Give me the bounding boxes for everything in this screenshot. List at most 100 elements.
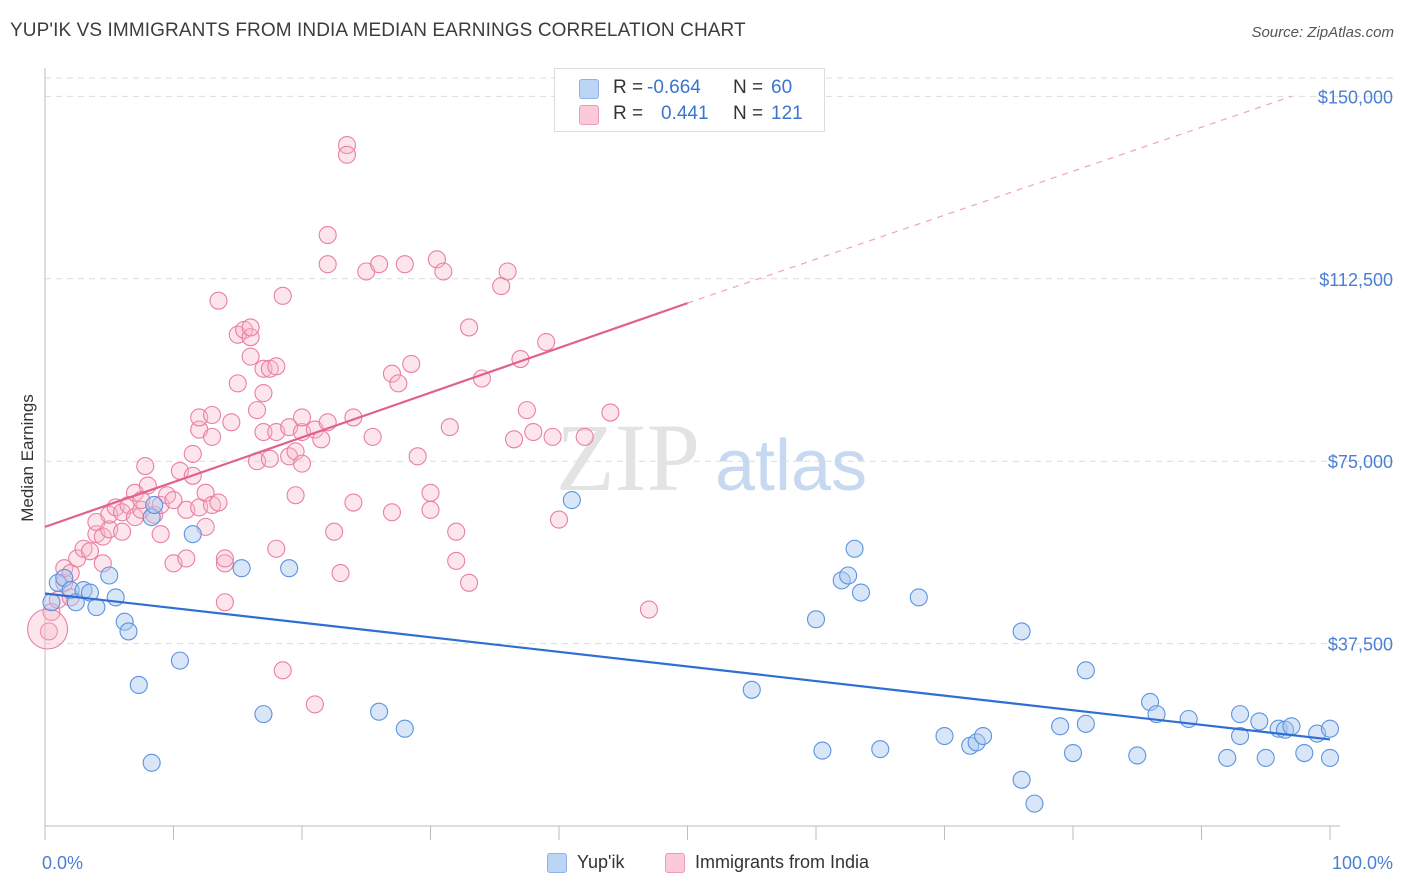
india-point bbox=[254, 422, 273, 442]
india-point bbox=[421, 500, 440, 519]
bottom-legend-swatch-yupik bbox=[547, 853, 567, 873]
yupik-point bbox=[909, 588, 928, 607]
india-point bbox=[241, 318, 260, 337]
yupik-point bbox=[806, 610, 826, 629]
india-point bbox=[247, 401, 267, 420]
india-point bbox=[524, 422, 543, 442]
yupik-point bbox=[42, 593, 61, 612]
india-point bbox=[209, 291, 228, 310]
india-point bbox=[325, 522, 344, 541]
chart-title: YUP'IK VS IMMIGRANTS FROM INDIA MEDIAN E… bbox=[10, 20, 746, 41]
india-point bbox=[93, 527, 112, 546]
india-point bbox=[447, 522, 466, 541]
india-point bbox=[549, 510, 569, 529]
y-axis-label: Median Earnings bbox=[18, 394, 37, 522]
yupik-point bbox=[1025, 794, 1044, 813]
yupik-point bbox=[562, 491, 581, 510]
yupik-point bbox=[1076, 661, 1095, 680]
legend-r-value: -0.664 bbox=[647, 77, 701, 98]
yupik-point bbox=[1012, 770, 1031, 789]
india-point bbox=[151, 525, 170, 544]
india-trend-line bbox=[44, 302, 688, 528]
legend-r-value: 0.441 bbox=[661, 103, 709, 124]
yupik-trend-line bbox=[44, 592, 1331, 741]
yupik-point bbox=[973, 726, 993, 746]
india-point bbox=[447, 551, 466, 570]
yupik-points bbox=[42, 491, 1340, 813]
yupik-point bbox=[1282, 717, 1301, 736]
india-point bbox=[215, 554, 234, 573]
legend-n-value: 121 bbox=[771, 103, 803, 124]
yupik-point bbox=[1231, 726, 1250, 746]
yupik-point bbox=[935, 726, 954, 746]
india-point bbox=[459, 573, 479, 592]
yupik-point bbox=[100, 566, 119, 585]
y-tick-label: $75,000 bbox=[1328, 452, 1393, 472]
legend-n-label: N = bbox=[733, 77, 764, 98]
legend-swatch-india bbox=[579, 105, 599, 125]
watermark-atlas: atlas bbox=[715, 426, 867, 506]
india-point bbox=[318, 225, 337, 245]
legend-r-label: R = bbox=[613, 103, 644, 124]
india-point bbox=[228, 374, 247, 393]
yupik-point bbox=[839, 566, 858, 585]
india-point bbox=[382, 503, 402, 522]
yupik-point bbox=[871, 740, 890, 759]
legend-r-label: R = bbox=[613, 77, 644, 98]
yupik-point bbox=[1051, 717, 1070, 736]
y-tick-label: $112,500 bbox=[1319, 270, 1393, 290]
yupik-point bbox=[87, 598, 106, 617]
x-tick-label: 0.0% bbox=[42, 853, 83, 873]
india-point bbox=[517, 401, 536, 420]
india-point bbox=[222, 413, 241, 432]
yupik-point bbox=[129, 675, 148, 694]
x-tick-labels: 0.0% 100.0% bbox=[42, 853, 1393, 873]
india-point bbox=[408, 447, 427, 466]
india-point bbox=[395, 255, 414, 274]
india-point bbox=[402, 354, 421, 373]
yupik-point bbox=[1256, 748, 1275, 767]
india-point bbox=[459, 318, 479, 337]
india-point bbox=[241, 347, 260, 366]
india-point bbox=[537, 332, 556, 352]
india-point bbox=[215, 549, 234, 568]
india-point bbox=[601, 403, 620, 422]
yupik-point bbox=[1320, 719, 1340, 738]
yupik-point bbox=[395, 719, 414, 738]
legend-n-value: 60 bbox=[771, 77, 793, 98]
yupik-point bbox=[232, 559, 251, 578]
india-point bbox=[39, 622, 58, 641]
india-point bbox=[203, 427, 222, 446]
india-point bbox=[434, 262, 453, 281]
trend-lines bbox=[44, 95, 1331, 741]
india-point bbox=[344, 493, 363, 512]
yupik-point bbox=[1320, 748, 1340, 767]
india-point bbox=[260, 449, 279, 468]
yupik-point bbox=[115, 612, 134, 631]
yupik-point bbox=[106, 588, 125, 607]
india-point bbox=[241, 328, 260, 347]
yupik-point bbox=[1231, 705, 1250, 724]
india-point bbox=[363, 427, 382, 446]
india-point bbox=[273, 661, 292, 680]
bottom-legend-swatch-india bbox=[665, 853, 685, 873]
india-point bbox=[498, 262, 517, 281]
yupik-point bbox=[280, 559, 299, 578]
india-point-large bbox=[27, 608, 69, 650]
yupik-point bbox=[1218, 748, 1237, 767]
india-point bbox=[183, 444, 202, 463]
yupik-point bbox=[845, 539, 864, 558]
india-point bbox=[177, 549, 196, 568]
source-credit: Source: ZipAtlas.com bbox=[1251, 24, 1394, 41]
yupik-point bbox=[813, 741, 832, 760]
india-point bbox=[215, 593, 234, 612]
yupik-point bbox=[370, 702, 389, 721]
india-trend-extension bbox=[687, 95, 1292, 304]
legend-swatch-yupik bbox=[579, 79, 599, 99]
india-point bbox=[292, 454, 312, 473]
india-point bbox=[254, 384, 273, 403]
india-point bbox=[267, 539, 286, 558]
india-point bbox=[203, 405, 222, 425]
y-tick-label: $150,000 bbox=[1318, 87, 1393, 107]
india-point bbox=[370, 255, 389, 274]
